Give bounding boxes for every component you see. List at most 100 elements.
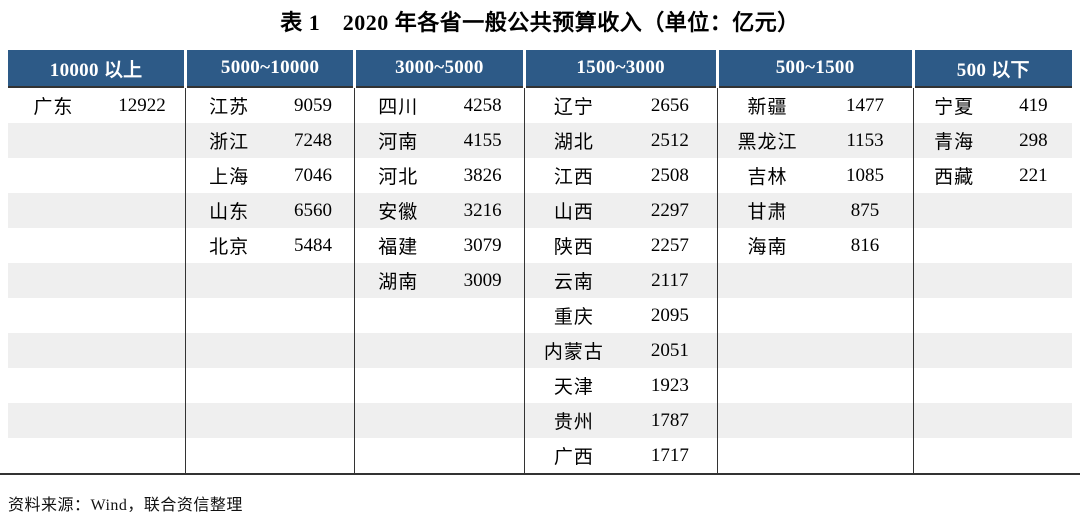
header-row: 10000 以上 5000~10000 3000~5000 1500~3000 500~…: [8, 50, 1072, 88]
table-cell: [185, 368, 355, 403]
table-title: 表 1 2020 年各省一般公共预算收入（单位：亿元）: [280, 10, 800, 35]
province-entry: 北京 5484: [186, 232, 354, 259]
province-name: 河南: [378, 132, 419, 153]
table-cell: [353, 368, 525, 403]
table-bottom-rule: [0, 473, 1080, 475]
table-cell: [716, 403, 914, 438]
table-row: 浙江 7248 河南 4155 湖北 2512 黑龙江 1153 青海 298: [8, 123, 1072, 158]
table-cell: 天津 1923: [523, 368, 718, 403]
province-name: 青海: [934, 132, 975, 153]
revenue-value: 1787: [650, 409, 689, 431]
revenue-value: 2508: [650, 164, 689, 186]
range-header: 10000 以上: [8, 50, 186, 88]
table-cell: 海南 816: [716, 228, 914, 263]
table-cell: [912, 333, 1072, 368]
table-cell: 山东 6560: [185, 193, 355, 228]
province-name: 陕西: [553, 237, 594, 258]
province-name: 黑龙江: [737, 132, 798, 153]
revenue-value: 419: [1019, 94, 1048, 116]
province-name: 宁夏: [934, 97, 975, 118]
province-entry: 江苏 9059: [186, 92, 354, 119]
table-row: 广西 1717: [8, 438, 1072, 473]
province-entry: 浙江 7248: [186, 127, 354, 154]
table-row: 湖南 3009 云南 2117: [8, 263, 1072, 298]
table-cell: [912, 228, 1072, 263]
table-row: 广东 12922 江苏 9059 四川 4258 辽宁 2656 新疆 1477 宁夏 419: [8, 87, 1072, 123]
revenue-value: 1085: [846, 164, 885, 186]
province-entry: 山西 2297: [525, 197, 717, 224]
revenue-value: 1717: [650, 444, 689, 466]
table-cell: [185, 403, 355, 438]
table-cell: 吉林 1085: [716, 158, 914, 193]
table-cell: [185, 333, 355, 368]
province-name: 新疆: [747, 97, 788, 118]
province-name: 海南: [747, 237, 788, 258]
table-row: 山东 6560 安徽 3216 山西 2297 甘肃 875: [8, 193, 1072, 228]
revenue-value: 3826: [463, 164, 502, 186]
province-entry: 广东 12922: [8, 92, 185, 119]
province-entry: 四川 4258: [355, 92, 524, 119]
province-name: 广西: [553, 447, 594, 468]
table-cell: [8, 298, 186, 333]
province-entry: 黑龙江 1153: [718, 127, 913, 154]
province-entry: 山东 6560: [186, 197, 354, 224]
table-cell: 西藏 221: [912, 158, 1072, 193]
province-name: 山西: [553, 202, 594, 223]
table-cell: 甘肃 875: [716, 193, 914, 228]
province-name: 上海: [209, 167, 250, 188]
province-name: 山东: [209, 202, 250, 223]
table-cell: [912, 403, 1072, 438]
province-name: 江西: [553, 167, 594, 188]
table-cell: 安徽 3216: [353, 193, 525, 228]
table-cell: 内蒙古 2051: [523, 333, 718, 368]
table-cell: [8, 123, 186, 158]
table-cell: 福建 3079: [353, 228, 525, 263]
revenue-value: 1923: [650, 374, 689, 396]
table-cell: [716, 438, 914, 473]
province-name: 西藏: [934, 167, 975, 188]
province-name: 云南: [553, 272, 594, 293]
table-cell: 重庆 2095: [523, 298, 718, 333]
province-name: 辽宁: [553, 97, 594, 118]
revenue-value: 2656: [650, 94, 689, 116]
table-cell: [716, 333, 914, 368]
province-name: 天津: [553, 377, 594, 398]
province-entry: 陕西 2257: [525, 232, 717, 259]
province-entry: 西藏 221: [914, 162, 1072, 189]
table-cell: [353, 438, 525, 473]
province-name: 内蒙古: [543, 342, 604, 363]
province-entry: 河南 4155: [355, 127, 524, 154]
revenue-value: 2297: [650, 199, 689, 221]
table-cell: 北京 5484: [185, 228, 355, 263]
table-cell: [8, 368, 186, 403]
province-name: 江苏: [209, 97, 250, 118]
province-name: 安徽: [378, 202, 419, 223]
province-entry: 福建 3079: [355, 232, 524, 259]
table-cell: [716, 263, 914, 298]
table-cell: 黑龙江 1153: [716, 123, 914, 158]
revenue-value: 4258: [463, 94, 502, 116]
table-cell: 江西 2508: [523, 158, 718, 193]
table-cell: 河北 3826: [353, 158, 525, 193]
province-entry: 广西 1717: [525, 442, 717, 469]
table-cell: [8, 438, 186, 473]
table-cell: 广东 12922: [8, 87, 186, 123]
table-row: 上海 7046 河北 3826 江西 2508 吉林 1085 西藏 221: [8, 158, 1072, 193]
table-row: 贵州 1787: [8, 403, 1072, 438]
table-cell: 江苏 9059: [185, 87, 355, 123]
table-cell: [912, 438, 1072, 473]
table-cell: 云南 2117: [523, 263, 718, 298]
table-cell: 浙江 7248: [185, 123, 355, 158]
table-row: 内蒙古 2051: [8, 333, 1072, 368]
province-entry: 内蒙古 2051: [525, 337, 717, 364]
revenue-value: 5484: [294, 234, 333, 256]
range-header: 1500~3000: [522, 50, 718, 88]
table-cell: 辽宁 2656: [523, 87, 718, 123]
revenue-value: 875: [850, 199, 880, 221]
range-header: 5000~10000: [184, 50, 355, 88]
table-cell: 贵州 1787: [523, 403, 718, 438]
table-cell: [912, 193, 1072, 228]
province-entry: 重庆 2095: [525, 302, 717, 329]
range-header: 500 以下: [911, 50, 1072, 88]
revenue-value: 1477: [846, 94, 885, 116]
